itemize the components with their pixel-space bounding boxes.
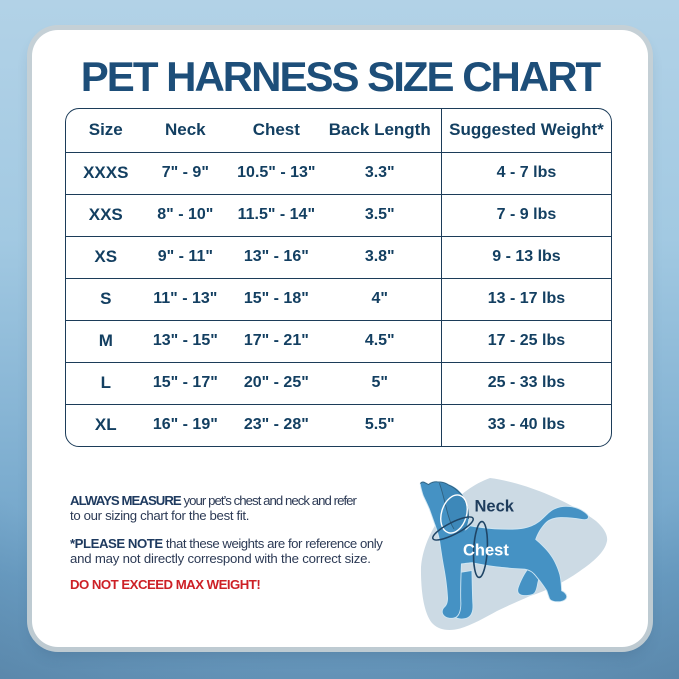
svg-text:Neck: Neck xyxy=(475,498,515,516)
svg-text:Chest: Chest xyxy=(463,542,509,560)
